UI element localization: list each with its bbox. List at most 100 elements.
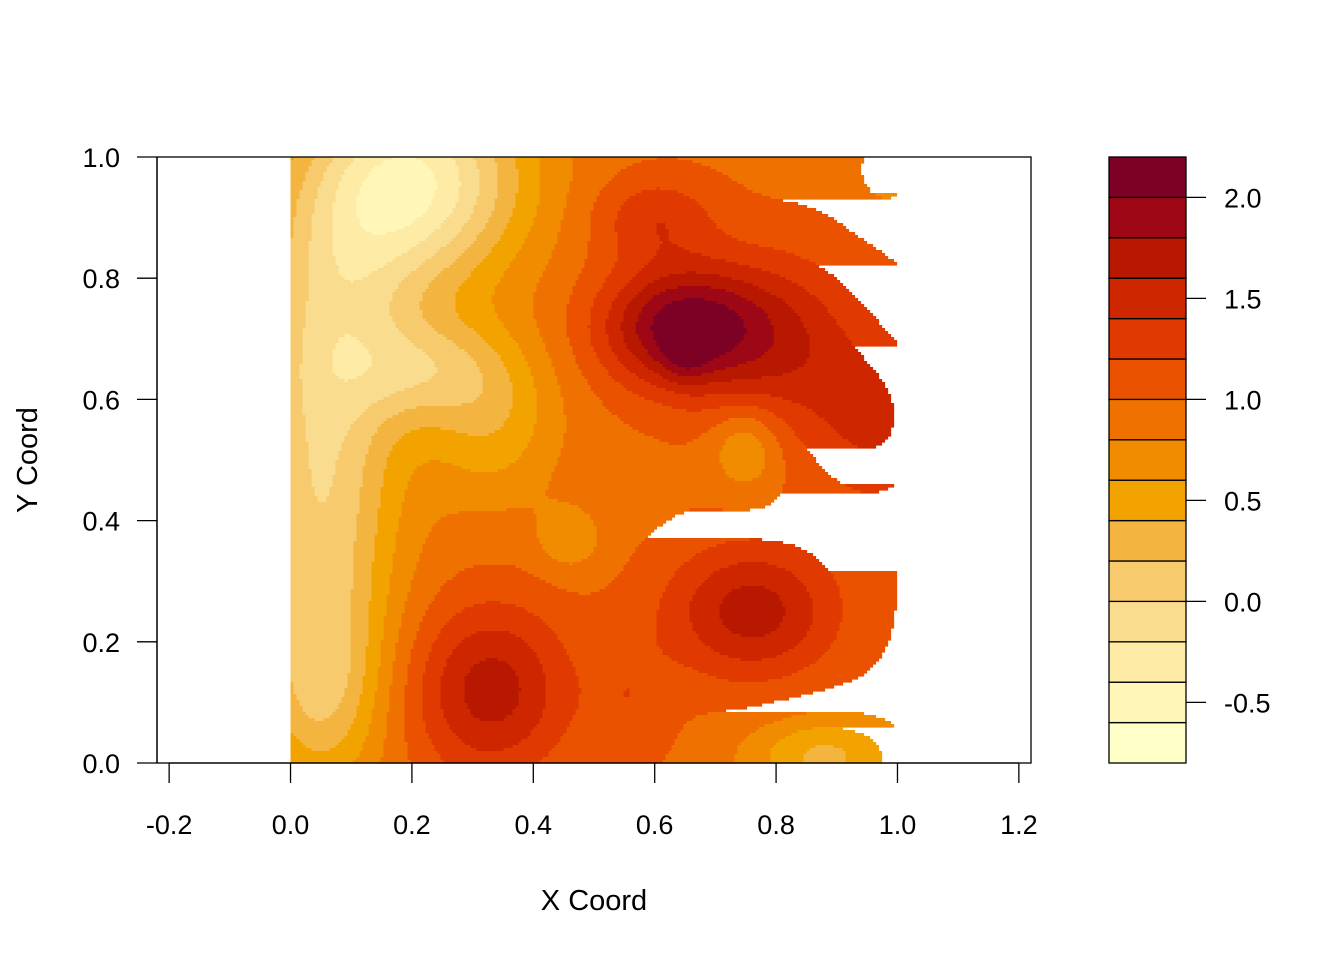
contour-cell xyxy=(305,322,397,326)
contour-cell xyxy=(605,367,628,371)
contour-cell xyxy=(692,556,817,560)
contour-cell xyxy=(290,274,310,278)
contour-cell xyxy=(308,268,340,272)
contour-cell xyxy=(440,247,469,251)
contour-cell xyxy=(290,511,361,515)
contour-cell xyxy=(407,748,436,752)
contour-cell xyxy=(716,676,784,680)
legend-swatch xyxy=(1108,317,1187,360)
contour-cell xyxy=(569,187,604,191)
contour-cell xyxy=(290,370,301,374)
contour-cell xyxy=(653,316,742,320)
contour-cell xyxy=(599,289,622,293)
contour-cell xyxy=(737,364,805,368)
contour-cell xyxy=(773,343,811,347)
contour-cell xyxy=(446,337,484,341)
contour-cell xyxy=(290,364,301,368)
contour-cell xyxy=(434,523,538,527)
contour-cell xyxy=(359,193,436,197)
contour-cell xyxy=(659,235,670,239)
contour-cell xyxy=(773,331,808,335)
contour-cell xyxy=(845,757,883,761)
contour-cell xyxy=(386,613,403,617)
contour-cell xyxy=(491,301,535,305)
contour-cell xyxy=(431,643,460,647)
contour-cell xyxy=(419,265,451,269)
contour-cell xyxy=(371,232,388,236)
contour-cell xyxy=(569,721,688,725)
contour-cell xyxy=(494,286,538,290)
contour-cell xyxy=(455,163,478,167)
contour-cell xyxy=(305,307,391,311)
contour-cell xyxy=(335,463,367,467)
contour-cell xyxy=(614,352,634,356)
contour-cell xyxy=(431,199,460,203)
contour-cell xyxy=(290,541,355,545)
contour-cell xyxy=(392,682,409,686)
contour-cell xyxy=(779,595,811,599)
contour-cell xyxy=(377,526,400,530)
contour-cell xyxy=(458,193,481,197)
contour-cell xyxy=(446,514,538,518)
contour-cell xyxy=(299,196,319,200)
contour-cell xyxy=(734,478,754,482)
contour-cell xyxy=(632,553,697,557)
contour-cell xyxy=(707,214,829,218)
contour-cell xyxy=(425,730,454,734)
contour-cell xyxy=(344,169,373,173)
contour-cell xyxy=(308,265,340,269)
contour-cell xyxy=(503,274,544,278)
contour-cell xyxy=(392,259,427,263)
contour-cell xyxy=(770,430,796,434)
contour-cell xyxy=(629,196,691,200)
contour-cell xyxy=(290,682,295,686)
contour-cell xyxy=(374,697,391,701)
contour-cell xyxy=(764,724,895,728)
contour-cell xyxy=(590,319,607,323)
contour-cell xyxy=(290,550,355,554)
contour-cell xyxy=(536,523,595,527)
contour-cell xyxy=(290,499,319,503)
contour-cell xyxy=(467,352,499,356)
contour-cell xyxy=(464,223,487,227)
contour-cell xyxy=(494,289,538,293)
contour-cell xyxy=(473,358,502,362)
contour-cell xyxy=(359,340,412,344)
contour-cell xyxy=(290,517,358,521)
contour-cell xyxy=(371,586,391,590)
contour-cell xyxy=(695,631,733,635)
contour-cell xyxy=(362,682,379,686)
contour-cell xyxy=(503,718,541,722)
contour-cell xyxy=(434,328,475,332)
contour-cell xyxy=(389,694,406,698)
contour-cell xyxy=(632,391,676,395)
contour-cell xyxy=(458,286,496,290)
contour-cell xyxy=(569,562,574,566)
contour-cell xyxy=(566,652,664,656)
contour-cell xyxy=(770,754,805,758)
contour-cell xyxy=(542,274,580,278)
contour-cell xyxy=(455,298,493,302)
contour-cell xyxy=(371,364,436,368)
contour-cell xyxy=(347,679,364,683)
contour-cell xyxy=(446,664,475,668)
contour-cell xyxy=(533,727,568,731)
contour-cell xyxy=(383,616,403,620)
contour-cell xyxy=(452,730,532,734)
contour-cell xyxy=(608,373,637,377)
contour-cell xyxy=(290,184,304,188)
contour-cell xyxy=(725,352,766,356)
contour-cell xyxy=(404,226,442,230)
contour-cell xyxy=(512,397,538,401)
contour-cell xyxy=(551,253,589,257)
contour-cell xyxy=(629,280,655,284)
contour-cell xyxy=(743,319,772,323)
contour-cell xyxy=(701,205,808,209)
contour-cell xyxy=(494,304,535,308)
contour-cell xyxy=(290,751,361,755)
contour-cell xyxy=(440,688,466,692)
contour-cell xyxy=(533,310,568,314)
contour-cell xyxy=(431,202,457,206)
contour-cell xyxy=(308,289,397,293)
contour-cell xyxy=(356,199,433,203)
